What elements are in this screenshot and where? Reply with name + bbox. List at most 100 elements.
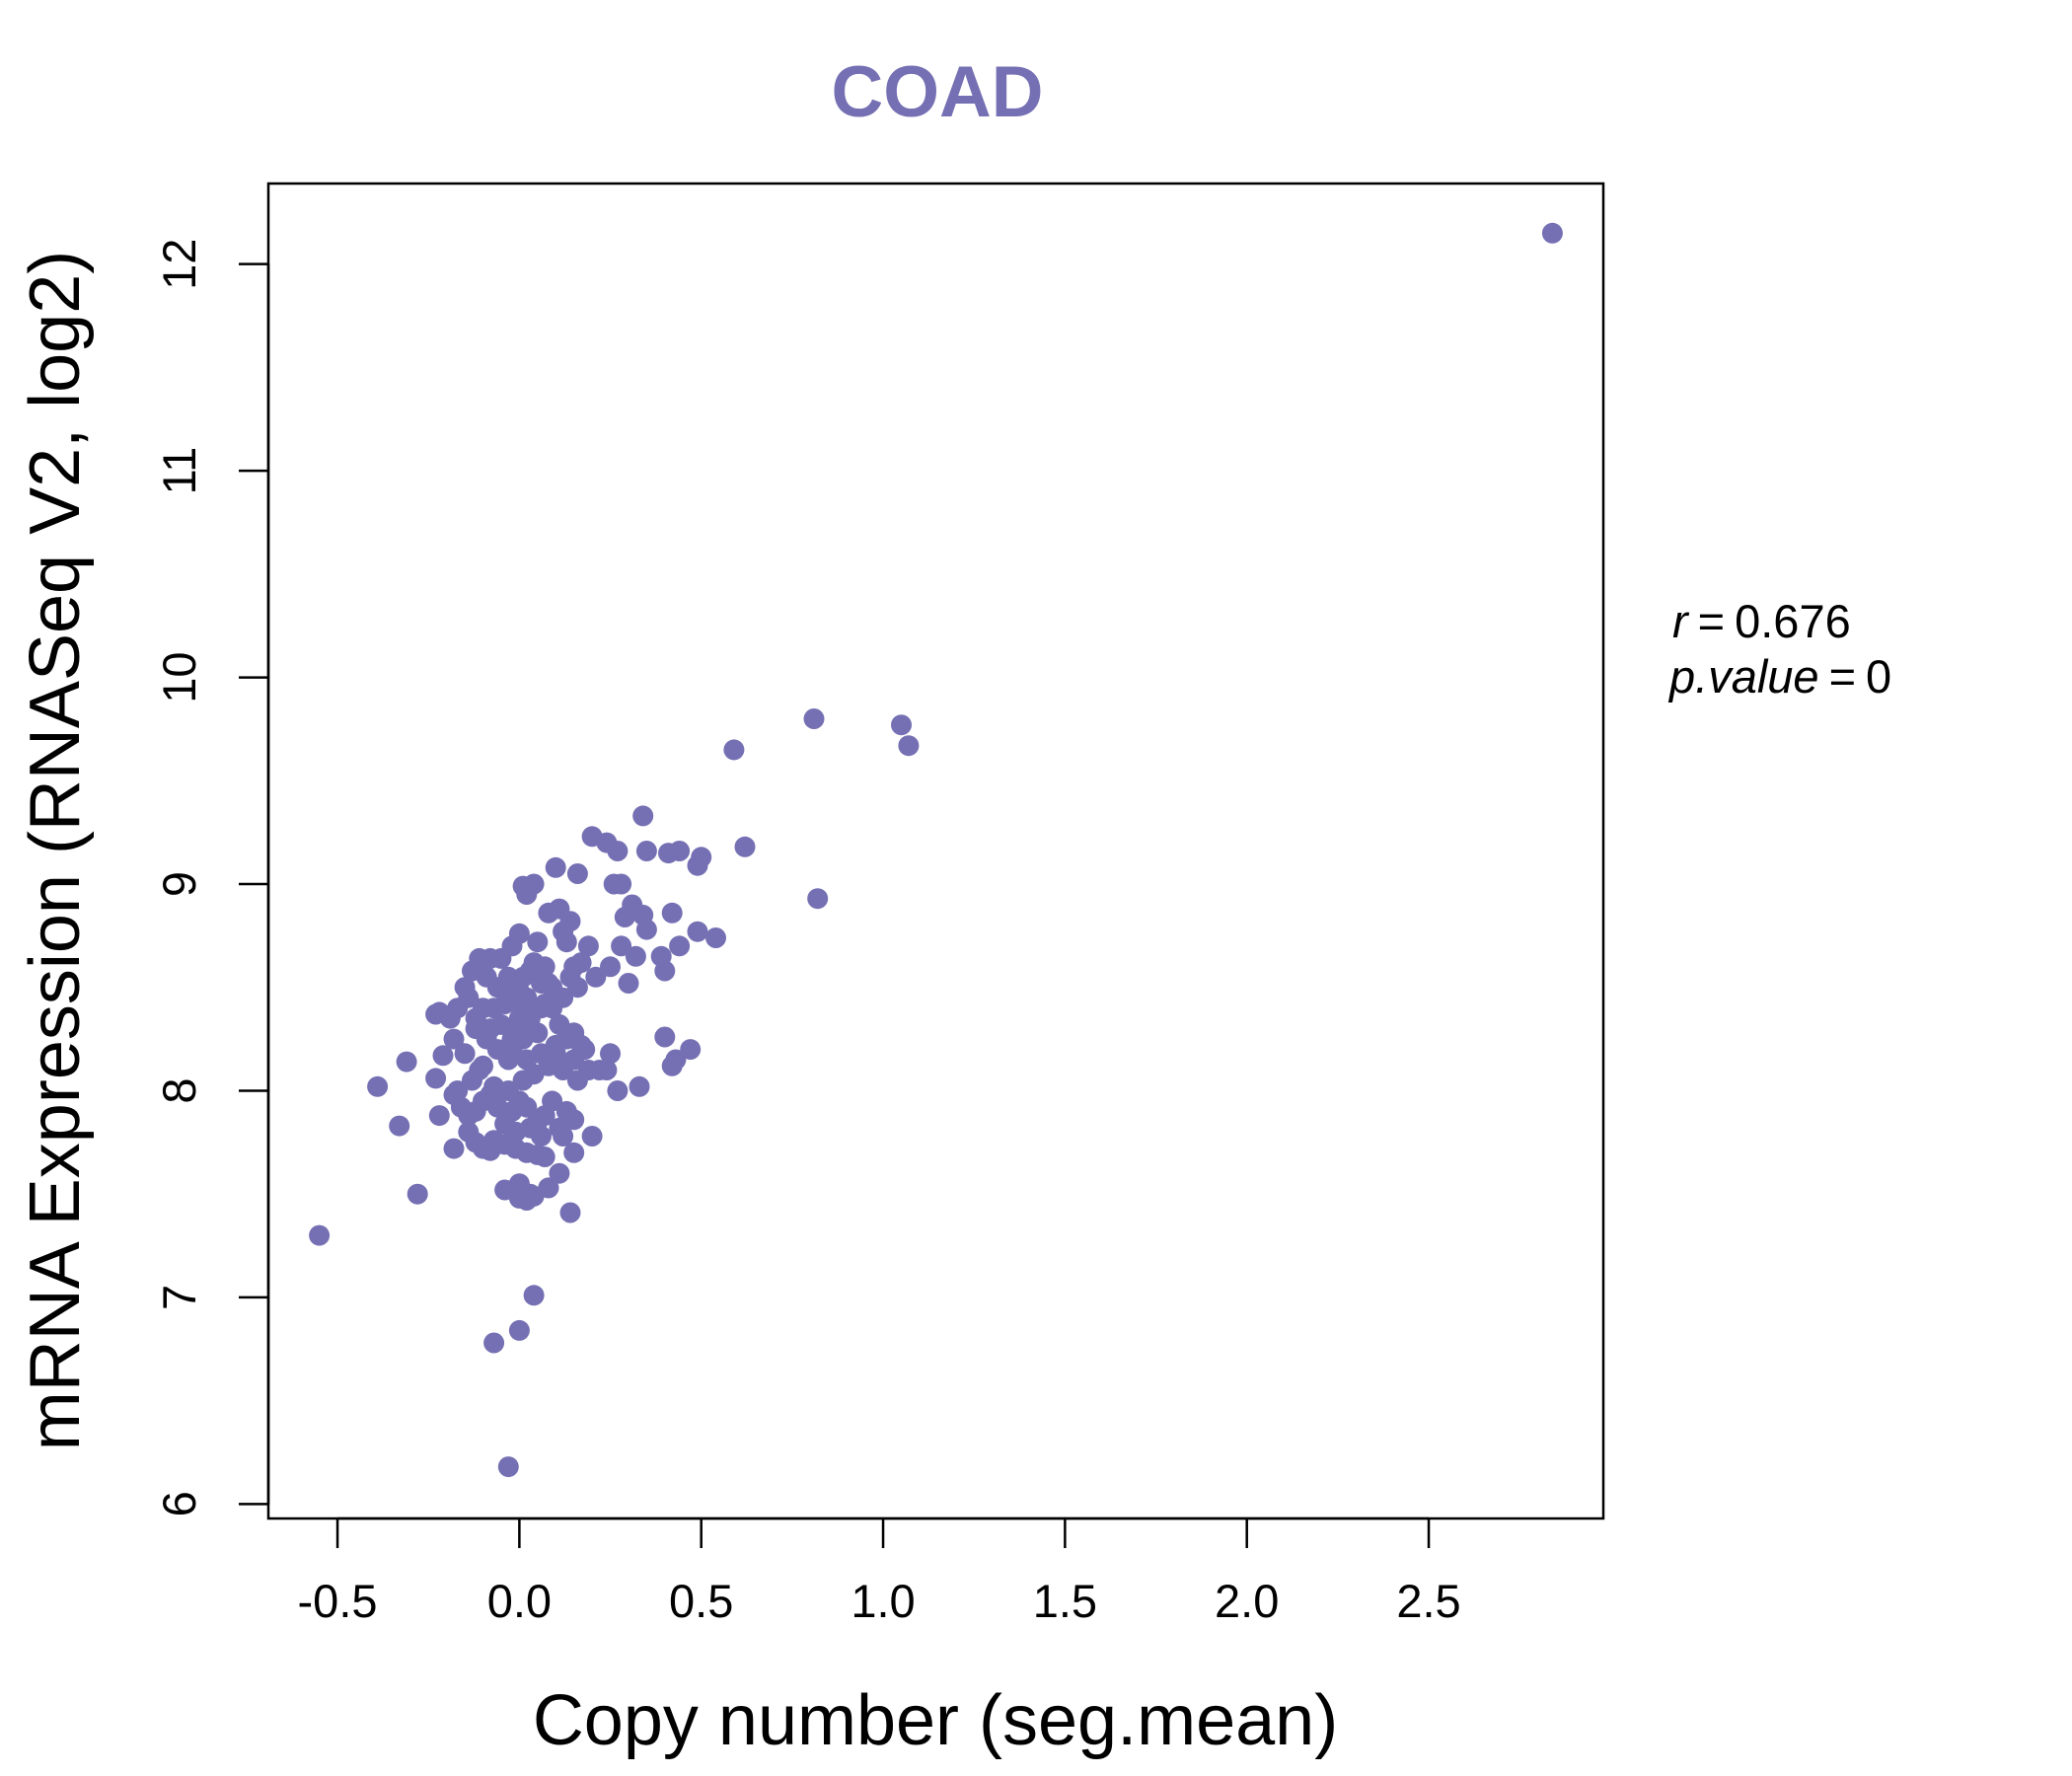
data-point — [687, 921, 708, 942]
p-value: 0 — [1866, 650, 1891, 703]
data-point — [483, 1332, 505, 1354]
data-point — [555, 931, 577, 953]
data-point — [549, 1162, 570, 1184]
data-point — [577, 935, 599, 957]
data-point — [465, 1018, 486, 1040]
p-equals: = — [1829, 650, 1856, 703]
y-axis: 6 7 8 9 10 11 12 — [153, 239, 270, 1517]
data-point — [898, 735, 920, 757]
data-point — [596, 1060, 618, 1080]
r-label: r — [1672, 595, 1690, 647]
data-point — [512, 1011, 534, 1033]
data-point — [469, 1060, 490, 1080]
x-tick-label: 0.5 — [669, 1575, 733, 1627]
data-point — [523, 952, 545, 974]
x-axis: -0.5 0.0 0.5 1.0 1.5 2.0 2.5 — [298, 1517, 1461, 1627]
stats-annotation: r = 0.676 p.value = 0 — [1667, 595, 1891, 703]
y-axis-title: mRNA Expression (RNASeq V2, log2) — [16, 251, 95, 1450]
y-tick-label: 8 — [153, 1077, 205, 1103]
data-point — [625, 945, 646, 967]
data-point — [687, 854, 708, 876]
data-point — [654, 1026, 676, 1048]
data-point — [497, 966, 519, 988]
x-tick-label: 2.5 — [1396, 1575, 1460, 1627]
data-point — [891, 714, 912, 736]
y-tick-label: 11 — [153, 447, 205, 495]
plot-frame — [266, 182, 1605, 1520]
data-point — [585, 966, 607, 988]
data-point — [723, 739, 745, 761]
data-point — [661, 1055, 683, 1076]
data-point — [443, 1028, 465, 1050]
data-point — [549, 1013, 570, 1035]
data-point — [581, 1126, 603, 1147]
data-point — [669, 935, 691, 957]
data-point — [607, 1080, 629, 1101]
data-point — [600, 1043, 621, 1065]
data-point — [553, 987, 574, 1008]
data-point — [559, 966, 581, 988]
data-point — [807, 888, 829, 910]
data-point — [553, 1126, 574, 1147]
data-point — [443, 1138, 465, 1159]
y-tick-label: 7 — [153, 1285, 205, 1310]
data-point — [566, 1070, 588, 1091]
p-label: p.value — [1667, 650, 1819, 703]
r-statistic: r = 0.676 — [1672, 595, 1851, 647]
data-point — [661, 902, 683, 924]
data-point — [545, 1043, 566, 1065]
data-point — [559, 1202, 581, 1223]
data-point — [534, 1147, 555, 1167]
data-point — [734, 836, 756, 857]
data-point — [669, 841, 691, 861]
data-point — [309, 1224, 331, 1246]
data-point — [803, 708, 825, 729]
r-value: 0.676 — [1735, 595, 1851, 647]
data-point — [563, 1142, 585, 1163]
r-equals: = — [1698, 595, 1725, 647]
data-point — [454, 1043, 476, 1065]
data-point — [654, 960, 676, 982]
data-point — [508, 1319, 530, 1341]
data-point — [527, 931, 549, 953]
x-tick-label: 1.5 — [1033, 1575, 1097, 1627]
x-tick-label: 1.0 — [851, 1575, 915, 1627]
data-point — [705, 927, 726, 948]
data-point — [611, 873, 632, 895]
data-point — [611, 935, 632, 957]
p-statistic: p.value = 0 — [1667, 650, 1891, 703]
data-point — [607, 841, 629, 861]
data-point — [570, 1034, 592, 1056]
y-axis-ticks: 6 7 8 9 10 11 12 — [153, 239, 268, 1517]
data-point — [545, 856, 566, 878]
data-point — [425, 1003, 447, 1025]
points-layer — [309, 222, 1563, 1478]
data-point — [367, 1075, 389, 1097]
y-tick-label: 10 — [153, 651, 205, 703]
data-point — [542, 1090, 563, 1112]
data-point — [566, 863, 588, 884]
data-point — [516, 1096, 538, 1118]
x-tick-label: 0.0 — [487, 1575, 552, 1627]
data-point — [432, 1045, 454, 1067]
data-point — [428, 1105, 450, 1127]
plot-area — [266, 182, 1605, 1520]
chart-title: COAD — [832, 52, 1044, 132]
data-point — [635, 841, 657, 861]
data-point — [508, 981, 530, 1002]
data-point — [632, 805, 654, 827]
x-tick-label: -0.5 — [298, 1575, 378, 1627]
data-point — [497, 1456, 519, 1478]
data-point — [516, 884, 538, 905]
data-point — [563, 1109, 585, 1131]
data-point — [1541, 222, 1563, 244]
x-tick-label: 2.0 — [1215, 1575, 1279, 1627]
data-point — [600, 956, 621, 978]
data-point — [396, 1051, 417, 1073]
data-point — [425, 1068, 447, 1089]
y-tick-label: 9 — [153, 871, 205, 897]
data-point — [635, 919, 657, 940]
data-point — [618, 973, 639, 994]
y-tick-label: 12 — [153, 239, 205, 290]
